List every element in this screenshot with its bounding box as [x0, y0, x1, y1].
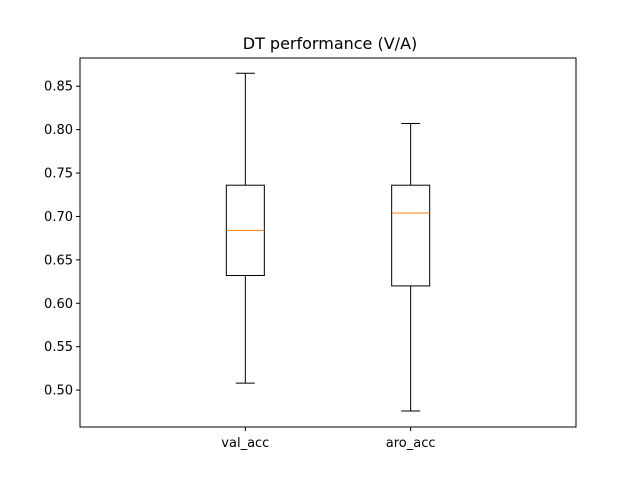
- y-tick-label: 0.50: [44, 384, 73, 399]
- y-tick-label: 0.80: [44, 123, 73, 138]
- y-tick-label: 0.85: [44, 80, 73, 95]
- y-tick-label: 0.65: [44, 253, 73, 268]
- y-tick-label: 0.70: [44, 210, 73, 225]
- x-axis: val_acc aro_acc: [221, 427, 436, 451]
- box-aro_acc: [391, 123, 431, 412]
- y-tick-label: 0.60: [44, 297, 73, 312]
- chart-title: DT performance (V/A): [243, 34, 418, 53]
- y-tick-label: 0.75: [44, 167, 73, 182]
- box-val_acc: [225, 72, 265, 384]
- plot-frame: [79, 57, 577, 428]
- y-axis: 0.50 0.55 0.60 0.65 0.70 0.75 0.80 0.85: [44, 80, 80, 399]
- x-tick-label: val_acc: [221, 436, 269, 451]
- boxes-layer: [225, 72, 431, 412]
- x-tick-label: aro_acc: [386, 436, 436, 451]
- y-tick-label: 0.55: [44, 340, 73, 355]
- iqr-box: [391, 184, 431, 287]
